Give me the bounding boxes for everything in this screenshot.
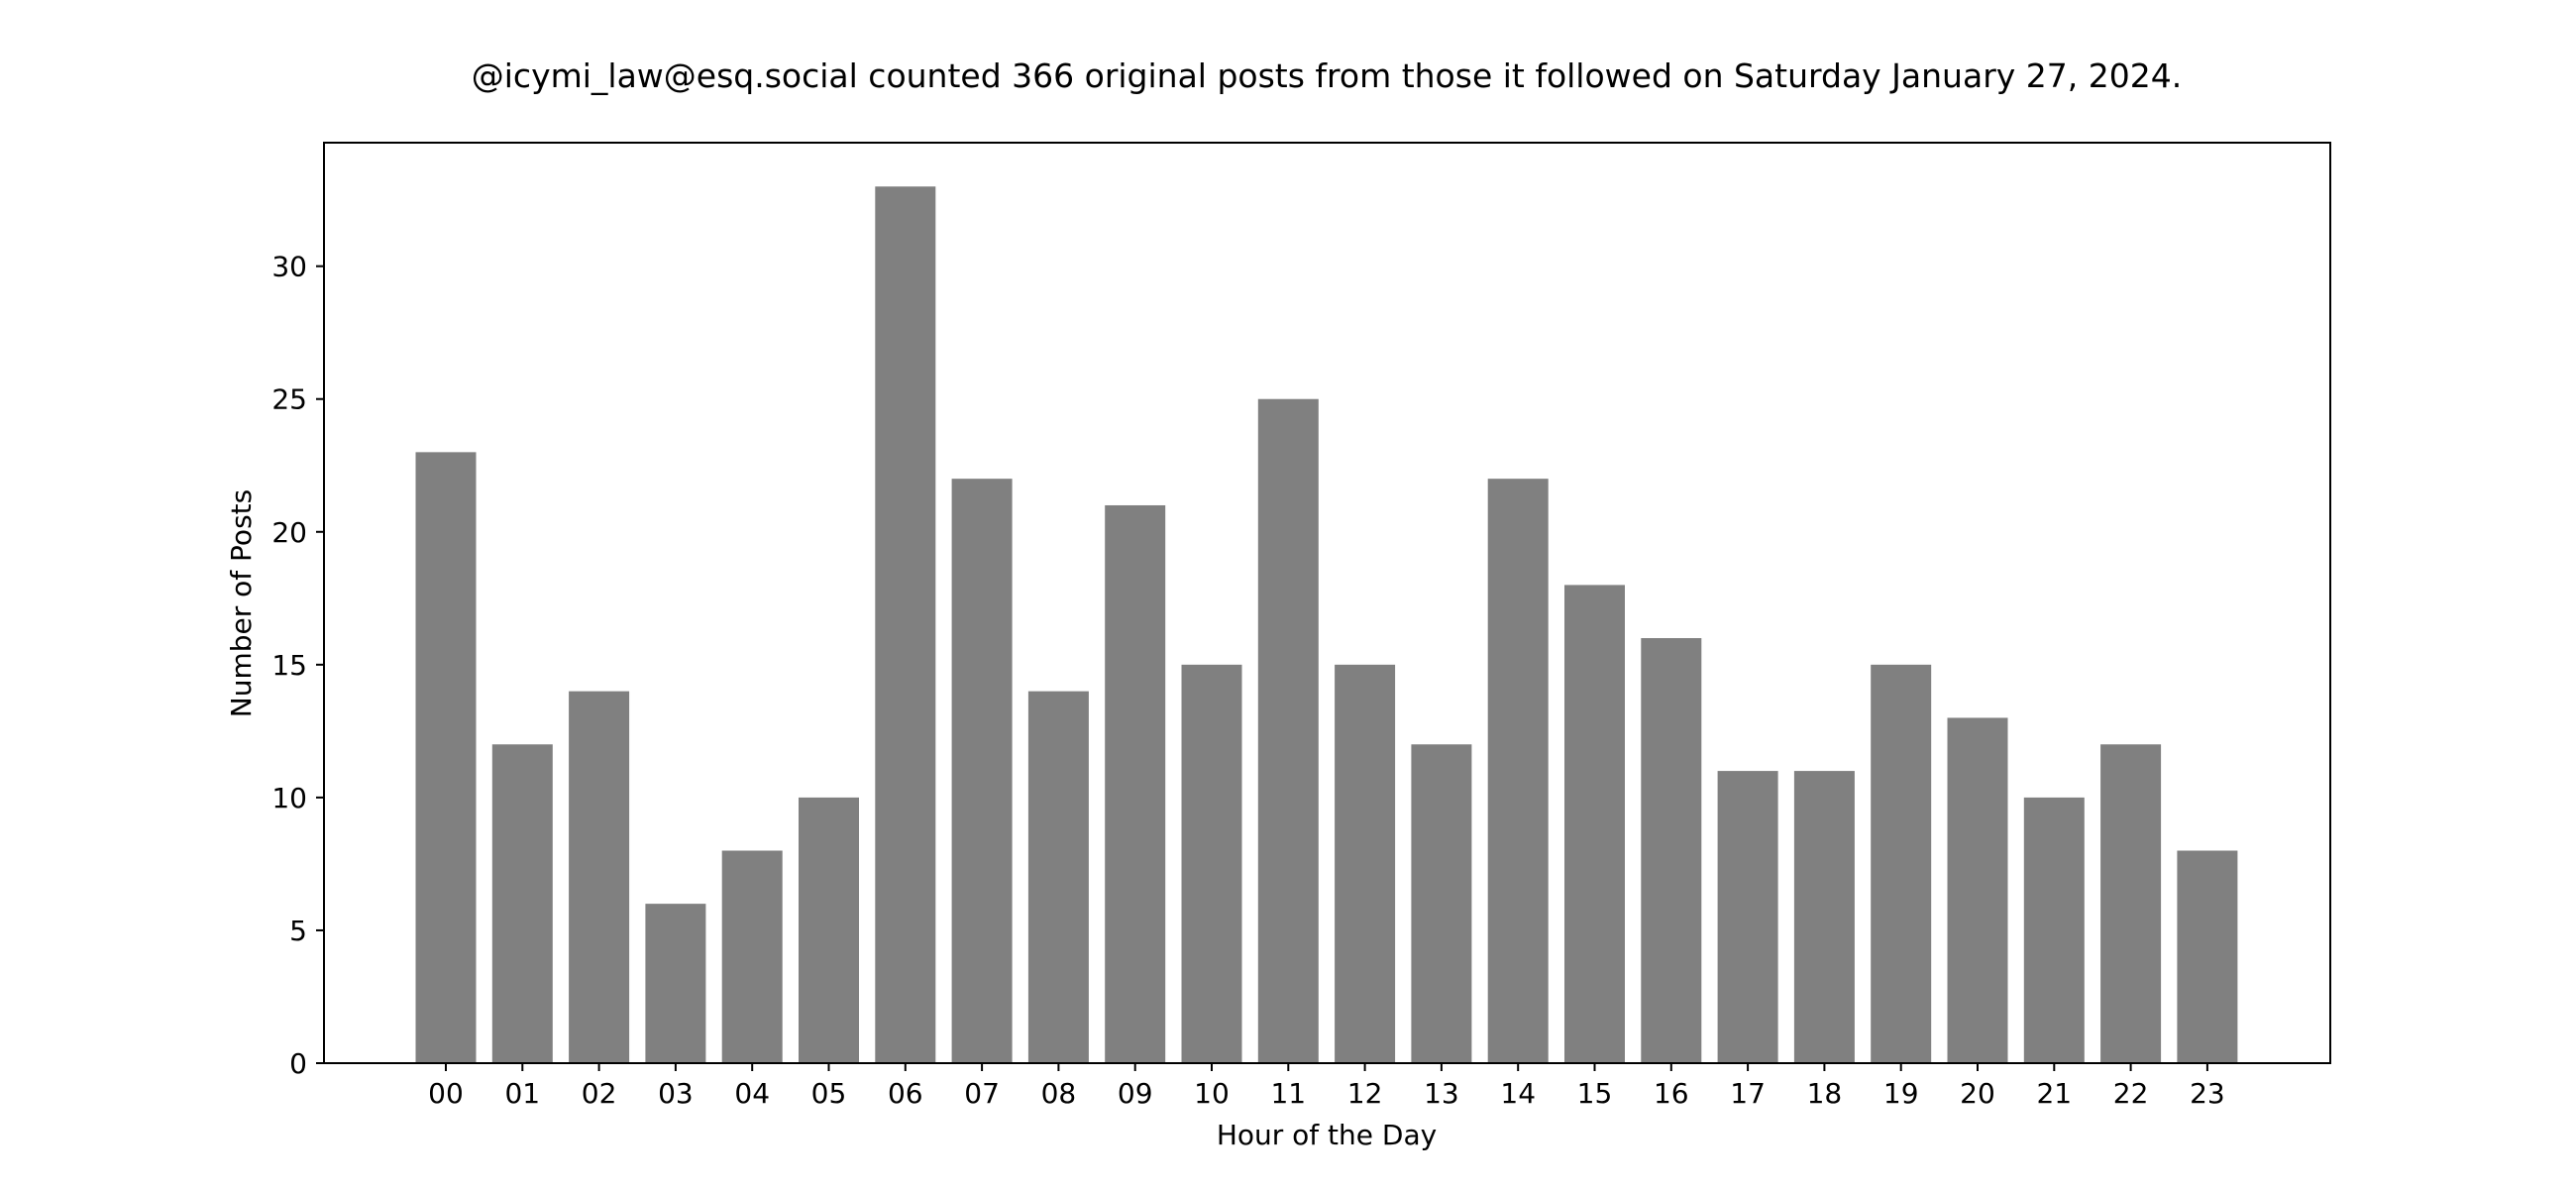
x-tick-label: 15	[1577, 1077, 1613, 1110]
bar-12	[1335, 664, 1396, 1063]
plot-area-frame	[323, 142, 2331, 1064]
bar-05	[799, 797, 859, 1063]
x-tick-label: 02	[582, 1077, 617, 1110]
bar-00	[415, 452, 477, 1064]
y-tick-label: 30	[271, 251, 307, 283]
x-axis-ticks: 00 01 02 03 04 05 06 07 08 09 10 11 12 13 14 15 16 17 18 19…	[428, 1063, 2225, 1110]
bar-20	[1947, 717, 2008, 1063]
y-tick-label: 5	[289, 915, 307, 947]
x-tick-label: 04	[734, 1077, 770, 1110]
bar-22	[2100, 744, 2162, 1063]
x-tick-label: 20	[1960, 1077, 1995, 1110]
x-tick-label: 07	[964, 1077, 1000, 1110]
x-tick-label: 16	[1654, 1077, 1689, 1110]
bar-13	[1411, 744, 1472, 1063]
y-tick-label: 20	[271, 516, 307, 549]
y-tick-label: 0	[289, 1047, 307, 1080]
x-axis-label: Hour of the Day	[1217, 1119, 1437, 1151]
x-tick-label: 14	[1500, 1077, 1536, 1110]
x-tick-label: 17	[1730, 1077, 1766, 1110]
x-tick-label: 08	[1041, 1077, 1077, 1110]
bar-01	[491, 744, 553, 1063]
bars-group	[415, 186, 2238, 1064]
y-tick-label: 10	[271, 782, 307, 814]
x-tick-label: 23	[2190, 1077, 2225, 1110]
x-tick-label: 05	[811, 1077, 847, 1110]
y-tick-label: 25	[271, 383, 307, 416]
x-tick-label: 03	[658, 1077, 694, 1110]
bar-19	[1871, 664, 1932, 1063]
x-tick-label: 10	[1194, 1077, 1230, 1110]
bar-18	[1793, 771, 1855, 1063]
bar-09	[1105, 504, 1166, 1064]
bar-10	[1181, 664, 1242, 1063]
x-tick-label: 22	[2113, 1077, 2149, 1110]
bar-11	[1257, 398, 1319, 1064]
bar-03	[645, 904, 706, 1063]
bar-23	[2177, 850, 2238, 1063]
bar-06	[875, 186, 936, 1064]
bar-15	[1564, 585, 1625, 1063]
bar-02	[569, 691, 630, 1063]
y-axis-ticks: 0 5 10 15 20 25 30	[271, 251, 324, 1080]
x-tick-label: 18	[1807, 1077, 1843, 1110]
bar-04	[721, 850, 783, 1063]
x-tick-label: 06	[888, 1077, 923, 1110]
bar-21	[2023, 797, 2085, 1063]
x-tick-label: 01	[504, 1077, 540, 1110]
x-tick-label: 00	[428, 1077, 464, 1110]
y-axis-label: Number of Posts	[225, 489, 258, 717]
chart-title: @icymi_law@esq.social counted 366 origin…	[472, 56, 2182, 95]
x-tick-label: 09	[1118, 1077, 1153, 1110]
bar-14	[1487, 479, 1549, 1063]
bar-08	[1027, 691, 1089, 1063]
bar-07	[951, 479, 1013, 1063]
x-tick-label: 19	[1883, 1077, 1919, 1110]
x-tick-label: 21	[2036, 1077, 2072, 1110]
bar-16	[1641, 638, 1702, 1063]
x-tick-label: 11	[1270, 1077, 1306, 1110]
x-tick-label: 13	[1424, 1077, 1459, 1110]
bar-17	[1717, 771, 1778, 1063]
x-tick-label: 12	[1347, 1077, 1383, 1110]
y-tick-label: 15	[271, 649, 307, 682]
